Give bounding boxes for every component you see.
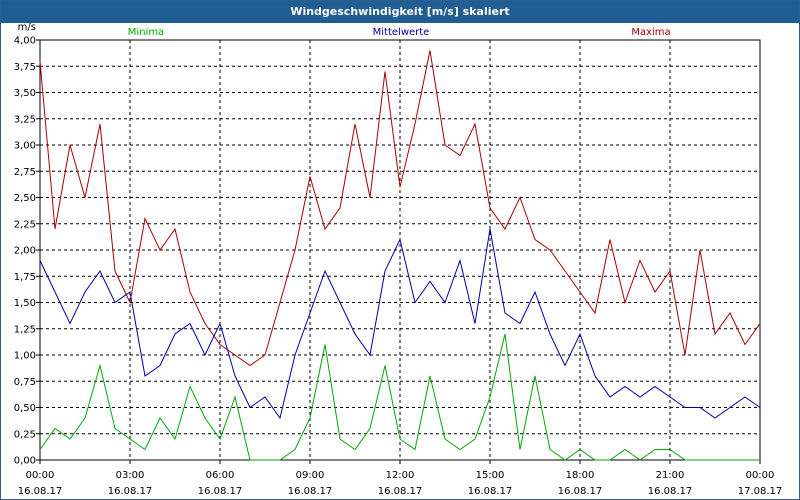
y-tick-label: 1,00 xyxy=(14,351,36,362)
y-tick-label: 2,50 xyxy=(14,193,36,204)
y-axis-label: m/s xyxy=(18,22,36,33)
series-line-mittelwerte xyxy=(39,228,761,420)
y-tick-label: 1,75 xyxy=(14,272,36,283)
legend-minima: Minima xyxy=(128,27,164,38)
x-tick-time-label: 06:00 xyxy=(206,470,235,481)
y-tick-label: 1,25 xyxy=(14,324,36,335)
y-tick-label: 3,75 xyxy=(14,62,36,73)
y-tick-label: 0,00 xyxy=(14,456,36,467)
x-tick-date-label: 16.08.17 xyxy=(378,486,423,497)
y-tick-label: 3,00 xyxy=(14,141,36,152)
x-tick-time-label: 18:00 xyxy=(566,470,595,481)
x-tick-time-label: 15:00 xyxy=(476,470,505,481)
y-tick-label: 0,25 xyxy=(14,429,36,440)
series-line-minima xyxy=(39,333,760,461)
legend-maxima: Maxima xyxy=(631,27,670,38)
y-tick-label: 3,25 xyxy=(14,114,36,125)
x-tick-date-label: 16.08.17 xyxy=(648,486,693,497)
window-title: Windgeschwindigkeit [m/s] skaliert xyxy=(1,1,799,23)
y-tick-label: 0,50 xyxy=(14,403,36,414)
y-tick-label: 3,50 xyxy=(14,88,36,99)
x-tick-date-label: 16.08.17 xyxy=(108,486,153,497)
x-tick-time-label: 00:00 xyxy=(746,470,775,481)
x-tick-date-label: 16.08.17 xyxy=(288,486,333,497)
x-tick-date-label: 17.08.17 xyxy=(738,486,783,497)
y-tick-label: 2,25 xyxy=(14,219,36,230)
x-tick-date-label: 16.08.17 xyxy=(18,486,63,497)
x-tick-time-label: 21:00 xyxy=(656,470,685,481)
x-tick-time-label: 09:00 xyxy=(296,470,325,481)
series-line-maxima xyxy=(39,50,761,367)
y-tick-label: 2,00 xyxy=(14,246,36,257)
x-tick-time-label: 00:00 xyxy=(26,470,55,481)
y-tick-label: 2,75 xyxy=(14,167,36,178)
x-tick-date-label: 16.08.17 xyxy=(198,486,243,497)
y-tick-label: 0,75 xyxy=(14,377,36,388)
y-tick-label: 4,00 xyxy=(14,36,36,47)
x-tick-date-label: 16.08.17 xyxy=(558,486,603,497)
x-tick-time-label: 12:00 xyxy=(386,470,415,481)
x-tick-date-label: 16.08.17 xyxy=(468,486,513,497)
legend-mittelwerte: Mittelwerte xyxy=(373,27,430,38)
y-tick-label: 1,50 xyxy=(14,298,36,309)
x-tick-time-label: 03:00 xyxy=(116,470,145,481)
